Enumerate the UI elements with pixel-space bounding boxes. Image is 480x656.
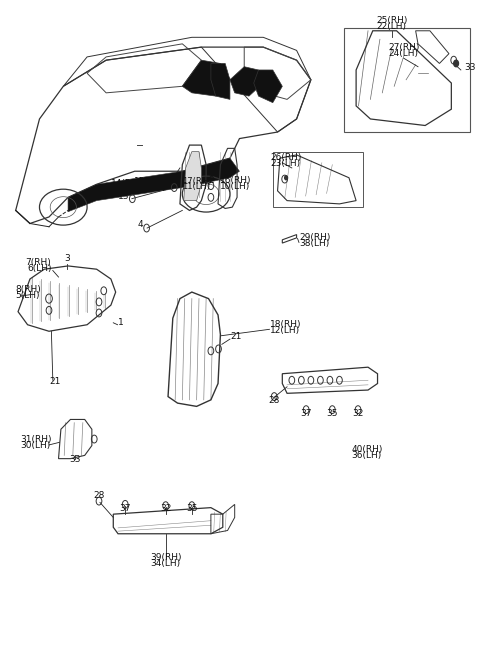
Polygon shape	[254, 70, 282, 102]
Text: 37: 37	[300, 409, 312, 418]
Text: 3: 3	[64, 255, 70, 263]
Text: 22(LH): 22(LH)	[377, 22, 407, 31]
Text: 23(LH): 23(LH)	[270, 159, 300, 168]
Text: 17(RH): 17(RH)	[182, 177, 212, 186]
Text: 2: 2	[208, 176, 214, 185]
Text: 4: 4	[138, 220, 143, 229]
Text: 37: 37	[120, 504, 131, 513]
Circle shape	[454, 60, 458, 67]
Text: 21: 21	[49, 377, 60, 386]
Text: 38(LH): 38(LH)	[299, 239, 329, 248]
Text: 11(LH): 11(LH)	[182, 182, 210, 191]
Text: 28: 28	[93, 491, 105, 500]
Polygon shape	[184, 152, 202, 201]
Polygon shape	[230, 67, 263, 96]
Text: 35: 35	[326, 409, 338, 418]
Text: 36(LH): 36(LH)	[351, 451, 382, 460]
Text: 13: 13	[119, 192, 130, 201]
Text: 5(LH): 5(LH)	[16, 291, 40, 300]
Text: 39(RH): 39(RH)	[150, 553, 181, 562]
Text: 33: 33	[70, 455, 81, 464]
Bar	[273, 152, 363, 207]
Text: 31(RH): 31(RH)	[21, 436, 52, 444]
Text: 40(RH): 40(RH)	[351, 445, 383, 454]
Text: 6(LH): 6(LH)	[27, 264, 51, 272]
Text: 16(RH): 16(RH)	[220, 176, 252, 185]
Text: 35: 35	[186, 504, 198, 513]
Text: 30(LH): 30(LH)	[21, 441, 51, 450]
Text: 29(RH): 29(RH)	[299, 233, 330, 242]
Text: 27(RH): 27(RH)	[388, 43, 420, 52]
Text: 14(RH): 14(RH)	[110, 178, 142, 188]
Polygon shape	[182, 60, 230, 96]
Text: 28: 28	[268, 396, 280, 405]
Text: 20(LH): 20(LH)	[112, 184, 142, 194]
Text: 15(RH): 15(RH)	[134, 177, 166, 186]
Polygon shape	[68, 158, 240, 212]
Text: 32: 32	[160, 504, 171, 513]
Text: 26(RH): 26(RH)	[270, 153, 302, 162]
Text: 7(RH): 7(RH)	[25, 258, 51, 266]
Text: 18(RH): 18(RH)	[270, 319, 302, 329]
Text: 1: 1	[118, 318, 124, 327]
Text: 33: 33	[464, 63, 476, 72]
Text: 25(RH): 25(RH)	[376, 16, 408, 25]
Bar	[344, 28, 470, 132]
Text: 24(LH): 24(LH)	[389, 49, 419, 58]
Polygon shape	[211, 64, 230, 99]
Text: 21: 21	[230, 332, 241, 341]
Text: 9(LH): 9(LH)	[141, 183, 166, 192]
Text: 34(LH): 34(LH)	[151, 559, 180, 568]
Text: 32: 32	[352, 409, 364, 418]
Text: 8(RH): 8(RH)	[16, 285, 41, 294]
Text: 10(LH): 10(LH)	[220, 182, 251, 191]
Text: 12(LH): 12(LH)	[270, 325, 300, 335]
Circle shape	[285, 176, 288, 180]
